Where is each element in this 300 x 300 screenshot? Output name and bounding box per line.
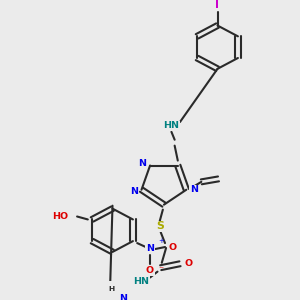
Text: N: N: [190, 185, 198, 194]
Text: O: O: [184, 259, 193, 268]
Text: I: I: [215, 0, 220, 10]
Text: H: H: [108, 286, 115, 292]
Text: N: N: [130, 187, 138, 196]
Text: N: N: [119, 294, 127, 300]
Text: N: N: [139, 159, 147, 168]
Text: O: O: [146, 266, 154, 275]
Text: ⁻: ⁻: [158, 266, 163, 276]
Text: HN: HN: [134, 277, 149, 286]
Text: S: S: [156, 221, 164, 231]
Text: O: O: [169, 242, 177, 251]
Text: HO: HO: [52, 212, 68, 221]
Text: +: +: [158, 238, 164, 244]
Text: HN: HN: [164, 122, 179, 130]
Text: N: N: [146, 244, 154, 253]
